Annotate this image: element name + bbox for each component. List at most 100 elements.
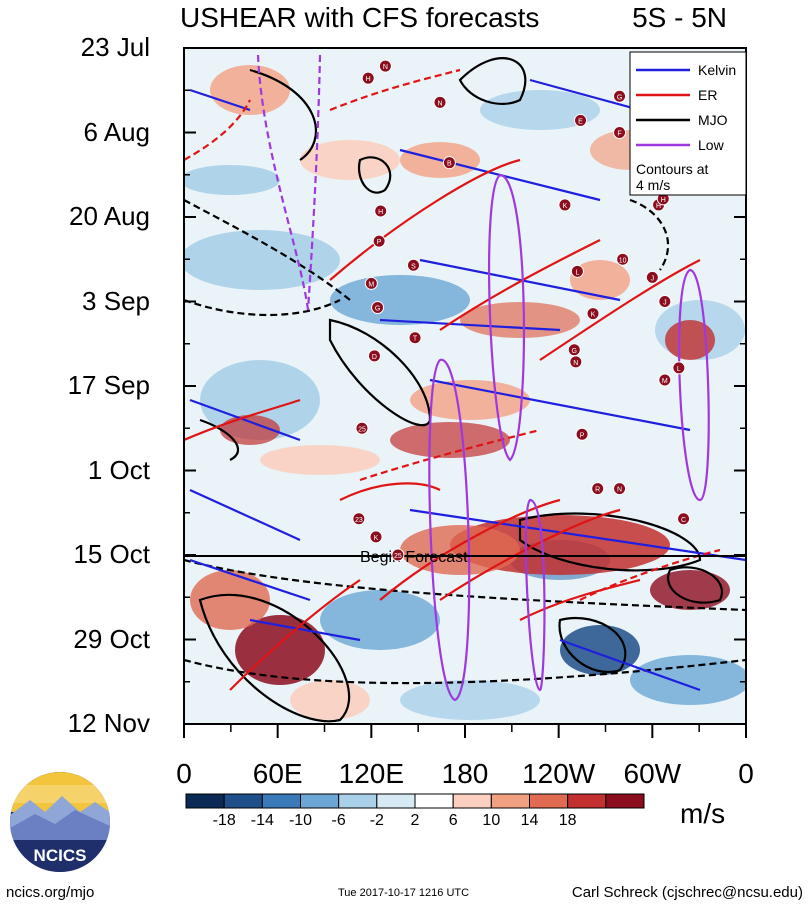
colorbar-swatch <box>567 793 607 809</box>
y-tick-label: 23 Jul <box>80 32 150 62</box>
storm-marker: R <box>591 482 605 496</box>
storm-marker: H <box>374 204 388 218</box>
storm-marker: N <box>613 482 627 496</box>
storm-marker-label: G <box>572 348 577 355</box>
footer-timestamp: Tue 2017-10-17 1216 UTC <box>338 887 470 899</box>
chart-title: USHEAR with CFS forecasts <box>180 2 540 33</box>
storm-marker-label: C <box>681 517 686 524</box>
colorbar-tick-label: -10 <box>288 812 313 829</box>
storm-marker-dot <box>355 421 369 435</box>
storm-marker: F <box>613 126 627 139</box>
storm-marker-label: P <box>580 432 585 439</box>
storm-marker-label: H <box>366 76 371 83</box>
storm-marker: E <box>574 113 588 127</box>
x-tick-label: 60W <box>623 758 682 789</box>
storm-marker: D <box>367 349 381 363</box>
x-tick-label: 120W <box>522 758 596 789</box>
storm-marker: 25 <box>391 548 405 562</box>
storm-marker: B <box>442 156 456 170</box>
storm-marker-dot <box>575 427 589 441</box>
y-tick-label: 6 Aug <box>83 116 150 147</box>
legend-label-low: Low <box>698 137 725 153</box>
storm-marker-label: M <box>662 378 668 385</box>
colorbar-swatch <box>376 793 416 809</box>
colorbar-tick-label: 14 <box>520 812 539 829</box>
storm-marker-dot <box>645 270 659 284</box>
storm-marker-label: D <box>372 354 377 361</box>
y-tick-label: 29 Oct <box>73 623 150 654</box>
storm-marker-dot <box>658 373 672 387</box>
storm-marker: L <box>570 264 584 278</box>
storm-marker-label: E <box>578 118 583 125</box>
storm-marker-dot <box>672 361 686 375</box>
footer-website[interactable]: ncics.org/mjo <box>6 884 95 901</box>
legend-label-mjo: MJO <box>698 112 728 128</box>
storm-marker-dot <box>569 355 583 369</box>
colorbar-tick-label: 2 <box>410 812 420 829</box>
colorbar-swatch <box>605 793 645 809</box>
storm-marker-label: N <box>617 487 622 494</box>
forecast-label: Begin Forecast <box>360 549 468 566</box>
storm-marker-label: K <box>563 203 568 210</box>
storm-marker-label: J <box>663 300 667 307</box>
storm-marker-dot <box>613 482 627 496</box>
storm-marker-label: K <box>591 312 596 319</box>
y-tick-label: 20 Aug <box>69 201 150 231</box>
storm-marker-label: H <box>656 203 661 210</box>
storm-marker-label: B <box>447 161 452 168</box>
x-tick-label: 180 <box>441 758 489 789</box>
logo-text: NCICS <box>34 846 87 865</box>
storm-marker-dot <box>371 301 385 315</box>
storm-marker-dot <box>367 349 381 363</box>
colorbar-tick-label: 18 <box>558 812 577 829</box>
storm-marker: M <box>658 373 672 387</box>
storm-marker-dot <box>558 198 572 212</box>
storm-marker: J <box>645 270 659 284</box>
storm-marker-dot <box>378 59 392 73</box>
storm-marker-dot <box>374 204 388 218</box>
storm-marker-label: N <box>383 64 388 71</box>
storm-marker: N <box>569 355 583 369</box>
storm-marker-label: 25 <box>394 553 402 560</box>
storm-marker: P <box>575 427 589 441</box>
storm-marker-label: G <box>617 94 622 101</box>
storm-marker-label: T <box>413 336 418 343</box>
colorbar-swatch <box>529 793 569 809</box>
storm-marker-label: H <box>661 197 666 204</box>
storm-marker: H <box>656 192 670 206</box>
storm-marker-dot <box>433 95 447 109</box>
storm-marker-dot <box>352 512 366 526</box>
storm-marker: L <box>672 361 686 375</box>
storm-marker: H <box>361 71 375 85</box>
storm-marker: M <box>364 276 378 290</box>
axis-ticks <box>183 47 747 738</box>
storm-marker-label: M <box>368 281 374 288</box>
chart-region: 5S - 5N <box>632 2 727 33</box>
storm-marker: K <box>558 198 572 212</box>
storm-marker-label: N <box>437 100 442 107</box>
colorbar-tick-label: -18 <box>212 812 236 829</box>
storm-marker: J <box>658 295 672 308</box>
storm-marker-dot <box>364 276 378 290</box>
storm-marker-label: G <box>375 306 380 313</box>
colorbar-swatch <box>490 793 531 809</box>
legend: Kelvin ER MJO Low Contours at 4 m/s <box>629 51 747 196</box>
colorbar-tick-label: -2 <box>369 812 384 829</box>
legend-note-1: Contours at <box>636 161 708 177</box>
storm-marker: G <box>371 301 385 315</box>
storm-marker-label: R <box>595 487 600 494</box>
storm-marker-label: N <box>573 360 578 367</box>
colorbar-swatch <box>185 793 225 809</box>
storm-marker: N <box>433 95 447 109</box>
y-tick-label: 17 Sep <box>67 370 150 400</box>
storm-marker-label: P <box>377 239 382 246</box>
storm-marker: N <box>378 59 392 73</box>
colorbar <box>185 793 645 809</box>
y-tick-label: 15 Oct <box>73 539 150 569</box>
storm-marker-label: 10 <box>619 257 627 264</box>
storm-marker-dot <box>391 548 405 562</box>
storm-marker: 10 <box>616 252 630 266</box>
colorbar-swatch <box>300 793 340 809</box>
